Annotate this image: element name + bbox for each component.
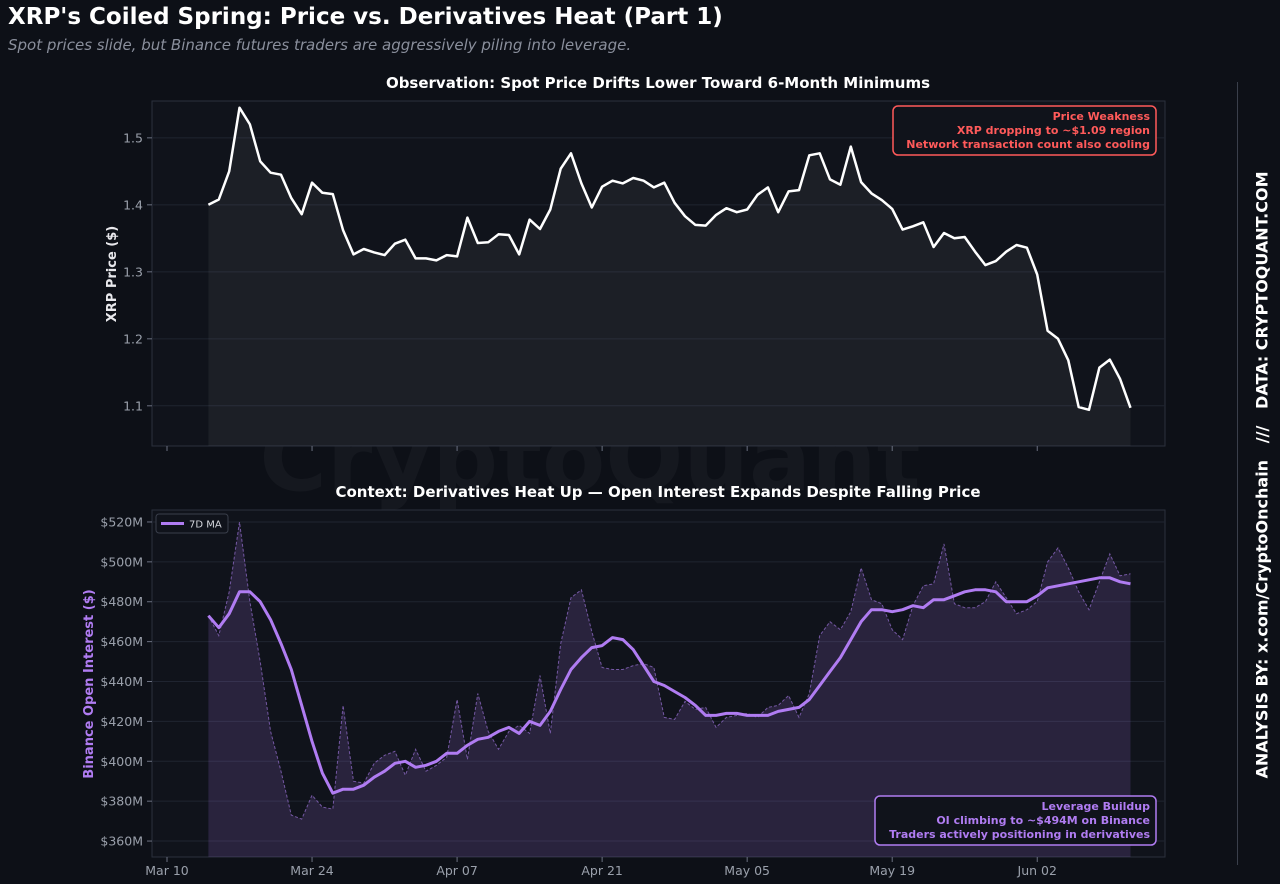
x-tick-label: Apr 21: [581, 863, 623, 878]
oi-annotation-box: [874, 795, 1157, 846]
price-chart-title: Observation: Spot Price Drifts Lower Tow…: [386, 74, 930, 92]
page-subtitle: Spot prices slide, but Binance futures t…: [8, 36, 632, 54]
y-tick-label: $440M: [100, 674, 143, 689]
x-tick-label: May 19: [869, 863, 915, 878]
oi-legend-box: [155, 513, 229, 534]
price-x-ticks: [166, 446, 1038, 451]
oi-panel: Context: Derivatives Heat Up — Open Inte…: [82, 483, 1166, 878]
oi-ma-line: [207, 576, 1131, 795]
y-tick-label: 1.3: [123, 264, 143, 279]
oi-annotation-line-2: Traders actively positioning in derivati…: [889, 828, 1150, 841]
price-annotation-line-1: XRP dropping to ~$1.09 region: [957, 124, 1150, 137]
y-tick-label: $480M: [100, 594, 143, 609]
y-tick-label: $420M: [100, 714, 143, 729]
side-divider: [1237, 82, 1238, 865]
y-tick-label: $520M: [100, 514, 143, 529]
y-tick-label: $500M: [100, 554, 143, 569]
price-annotation: Price Weakness XRP dropping to ~$1.09 re…: [892, 105, 1157, 156]
y-tick-label: $460M: [100, 634, 143, 649]
oi-area-fill: [208, 522, 1131, 857]
side-credit-analysis: ANALYSIS BY: x.com/CryptoOnchain: [1252, 459, 1272, 779]
oi-annotation-line-1: OI climbing to ~$494M on Binance: [936, 814, 1150, 827]
price-annotation-box: [892, 105, 1157, 156]
side-credit-separator: ///: [1252, 425, 1272, 444]
y-tick-label: $400M: [100, 754, 143, 769]
oi-y-axis-label: Binance Open Interest ($): [82, 589, 97, 778]
price-plot-area: [151, 100, 1166, 447]
y-tick-label: $380M: [100, 794, 143, 809]
page-title: XRP's Coiled Spring: Price vs. Derivativ…: [8, 4, 723, 30]
oi-x-ticks: Mar 10 Mar 24 Apr 07 Apr 21 May 05 May 19 Jun …: [145, 857, 1057, 878]
oi-annotation-title: Leverage Buildup: [1042, 800, 1151, 813]
price-y-ticks: 1.1 1.2 1.3 1.4 1.5: [123, 130, 152, 413]
price-annotation-line-2: Network transaction count also cooling: [906, 138, 1150, 151]
side-credit: ANALYSIS BY: x.com/CryptoOnchain /// DAT…: [1253, 171, 1272, 778]
oi-legend-label: 7D MA: [189, 520, 222, 531]
y-tick-label: 1.5: [123, 130, 143, 145]
oi-annotation: Leverage Buildup OI climbing to ~$494M o…: [874, 795, 1157, 846]
oi-legend: 7D MA: [155, 513, 229, 534]
oi-chart-title: Context: Derivatives Heat Up — Open Inte…: [335, 483, 980, 501]
x-tick-label: Jun 02: [1017, 863, 1057, 878]
x-tick-label: Mar 24: [290, 863, 334, 878]
y-tick-label: 1.2: [123, 331, 143, 346]
price-area-fill: [208, 107, 1131, 446]
x-tick-label: Apr 07: [436, 863, 478, 878]
price-panel: Observation: Spot Price Drifts Lower Tow…: [105, 74, 1166, 451]
y-tick-label: 1.1: [123, 398, 143, 413]
x-tick-label: May 05: [724, 863, 770, 878]
oi-raw-line: [207, 521, 1131, 820]
price-annotation-title: Price Weakness: [1053, 110, 1151, 123]
x-tick-label: Mar 10: [145, 863, 189, 878]
price-series-line: [207, 106, 1132, 412]
price-y-axis-label: XRP Price ($): [105, 226, 120, 322]
oi-y-ticks: $360M $380M $400M $420M $440M $460M $480M $500M…: [100, 514, 152, 849]
y-tick-label: 1.4: [123, 197, 143, 212]
y-tick-label: $360M: [100, 834, 143, 849]
side-credit-data: DATA: CRYPTOQUANT.COM: [1252, 171, 1272, 409]
